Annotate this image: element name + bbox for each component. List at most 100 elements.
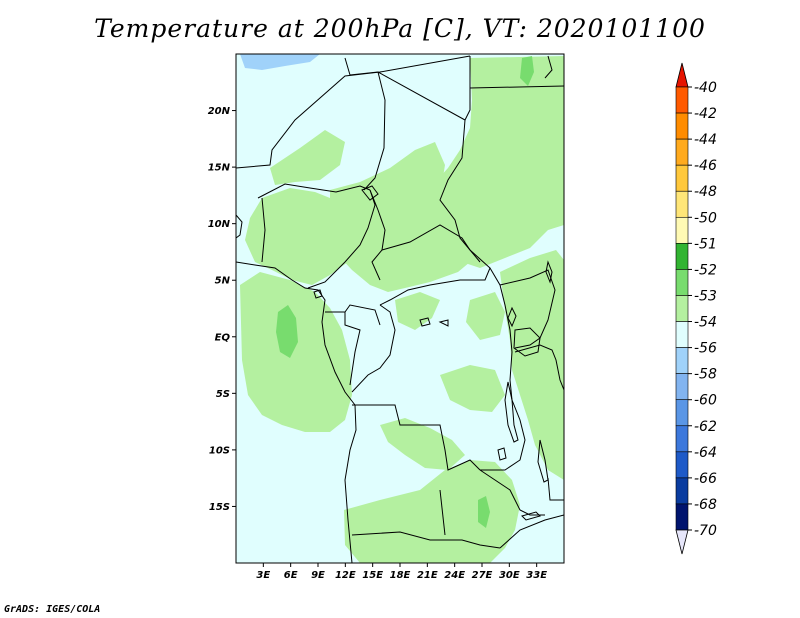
colorbar-swatch bbox=[675, 164, 689, 192]
colorbar-swatch bbox=[675, 321, 689, 348]
colorbar-swatch bbox=[675, 295, 689, 322]
colorbar-bottom-arrow bbox=[675, 529, 689, 555]
lon-tick-label: 21E bbox=[417, 570, 438, 581]
lon-tick-label: 33E bbox=[526, 570, 547, 581]
lon-tick-label: 30E bbox=[499, 570, 520, 581]
map-title: Temperature at 200hPa [C], VT: 202010110… bbox=[94, 14, 706, 43]
lake-kariba bbox=[521, 511, 541, 521]
border-uganda-kenya bbox=[499, 269, 556, 349]
colorbar-label: -68 bbox=[694, 497, 717, 513]
border-niger-north bbox=[236, 55, 471, 169]
colorbar: -40 -42 -44 -46 -48 -50 -51 -52 -53 -54 -56 -58 -60 -… bbox=[675, 62, 717, 555]
country-borders bbox=[236, 55, 564, 563]
border-tanzania bbox=[514, 344, 564, 391]
colorbar-swatch bbox=[675, 425, 689, 453]
contour-region-zambia bbox=[440, 365, 505, 412]
colorbar-label: -42 bbox=[694, 106, 717, 122]
border-niger-algeria bbox=[344, 57, 379, 76]
border-niger-chad bbox=[363, 71, 386, 191]
contour-region-north-dark bbox=[520, 56, 534, 86]
border-cameroon-gabon bbox=[325, 304, 381, 326]
lon-tick-label: 9E bbox=[311, 570, 325, 581]
lon-tick-label: 3E bbox=[256, 570, 270, 581]
lon-tick-label: 18E bbox=[390, 570, 411, 581]
border-nigeria-benin bbox=[261, 197, 266, 263]
border-zambia-zimbabwe bbox=[499, 514, 564, 549]
lon-tick-label: 6E bbox=[284, 570, 298, 581]
border-nigeria-niger bbox=[257, 183, 371, 199]
border-congo-drc bbox=[351, 304, 396, 393]
colorbar-label: -46 bbox=[694, 158, 717, 174]
lon-tick-label: 15E bbox=[362, 570, 383, 581]
grads-credit: GrADS: IGES/COLA bbox=[4, 604, 101, 615]
border-sudan-egypt bbox=[469, 85, 564, 89]
lake-malawi bbox=[537, 439, 549, 483]
contour-region-gabon-dark bbox=[276, 305, 298, 358]
colorbar-label: -60 bbox=[694, 393, 717, 409]
colorbar-swatch bbox=[675, 503, 689, 531]
colorbar-label: -48 bbox=[694, 184, 717, 200]
contour-region-angola-south bbox=[344, 460, 520, 563]
colorbar-swatch bbox=[675, 216, 689, 244]
colorbar-label: -70 bbox=[694, 523, 717, 539]
colorbar-swatch bbox=[675, 112, 689, 140]
contour-region-west-northern bbox=[270, 130, 345, 185]
colorbar-label: -44 bbox=[694, 132, 717, 148]
colorbar-label: -66 bbox=[694, 471, 717, 487]
colorbar-label: -40 bbox=[694, 80, 717, 96]
longitude-axis: 3E 6E 9E 12E 15E 18E 21E 24E 27E 30E 33E bbox=[256, 563, 547, 581]
border-car bbox=[379, 224, 491, 306]
lake-chad bbox=[361, 185, 379, 201]
colorbar-swatch bbox=[675, 373, 689, 401]
temperature-field bbox=[240, 54, 564, 563]
colorbar-swatch bbox=[675, 190, 689, 218]
colorbar-swatch bbox=[675, 269, 689, 296]
colorbar-label: -52 bbox=[694, 262, 717, 278]
lon-tick-label: 27E bbox=[472, 570, 493, 581]
colorbar-swatch bbox=[675, 86, 689, 114]
colorbar-swatch bbox=[675, 451, 689, 479]
lon-tick-label: 12E bbox=[335, 570, 356, 581]
latitude-axis: 20N 15N 10N 5N EQ 5S 10S 15S bbox=[208, 106, 236, 513]
border-drc-east bbox=[480, 267, 526, 471]
contour-region-drc-central bbox=[395, 292, 440, 330]
colorbar-label: -58 bbox=[694, 367, 717, 383]
colorbar-label: -54 bbox=[694, 315, 717, 331]
colorbar-label: -64 bbox=[694, 445, 717, 461]
border-zambia bbox=[479, 469, 545, 516]
contour-region-east-africa bbox=[500, 250, 564, 480]
lake-turkana bbox=[545, 260, 553, 284]
border-cameroon-chad bbox=[369, 189, 386, 281]
contour-region-drc-east bbox=[466, 292, 505, 340]
lake-albert bbox=[507, 306, 517, 328]
colorbar-label: -62 bbox=[694, 419, 717, 435]
border-north-east-egypt bbox=[544, 55, 553, 79]
colorbar-label: -50 bbox=[694, 210, 717, 226]
lat-tick-label: 15S bbox=[209, 502, 230, 513]
border-angola-namibia bbox=[351, 531, 501, 549]
colorbar-label: -56 bbox=[694, 341, 717, 357]
lake-mweru bbox=[497, 447, 507, 461]
colorbar-swatch bbox=[675, 477, 689, 505]
lat-tick-label: 10N bbox=[208, 219, 231, 230]
lat-tick-label: 5N bbox=[215, 276, 231, 287]
lake-tanganyika bbox=[504, 381, 519, 443]
colorbar-swatch bbox=[675, 347, 689, 374]
map-panel bbox=[235, 53, 565, 564]
colorbar-swatch bbox=[675, 243, 689, 270]
contour-region-nigeria bbox=[245, 188, 358, 285]
lake-kivu-area bbox=[419, 317, 449, 327]
contour-region-sahel-central bbox=[330, 142, 470, 292]
contour-region-angola-north bbox=[380, 418, 465, 470]
contour-region-northwest-blue bbox=[240, 54, 320, 70]
lat-tick-label: 20N bbox=[208, 106, 231, 117]
border-drc-angola bbox=[352, 404, 481, 471]
contour-region-northeast bbox=[418, 56, 564, 268]
lat-tick-label: 5S bbox=[216, 389, 230, 400]
lat-tick-label: 15N bbox=[208, 163, 231, 174]
border-mozambique bbox=[547, 477, 564, 501]
colorbar-swatch bbox=[675, 399, 689, 427]
colorbar-swatch bbox=[675, 138, 689, 166]
border-libya-chad bbox=[377, 56, 471, 121]
